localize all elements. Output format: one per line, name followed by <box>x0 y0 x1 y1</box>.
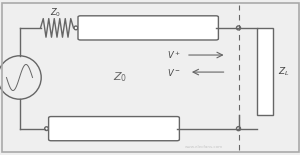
Bar <box>256 28 273 115</box>
Text: $Z_0$: $Z_0$ <box>50 6 61 19</box>
Ellipse shape <box>236 26 241 30</box>
Text: $Z_L$: $Z_L$ <box>278 65 289 78</box>
Ellipse shape <box>45 127 48 131</box>
Text: $V^-$: $V^-$ <box>167 67 180 78</box>
FancyBboxPatch shape <box>49 117 179 141</box>
FancyBboxPatch shape <box>78 16 218 40</box>
Text: $V^+$: $V^+$ <box>167 49 181 61</box>
Text: $Z_0$: $Z_0$ <box>113 71 127 84</box>
Ellipse shape <box>236 127 241 131</box>
Ellipse shape <box>74 26 78 30</box>
Text: www.elecfans.com: www.elecfans.com <box>185 145 223 149</box>
